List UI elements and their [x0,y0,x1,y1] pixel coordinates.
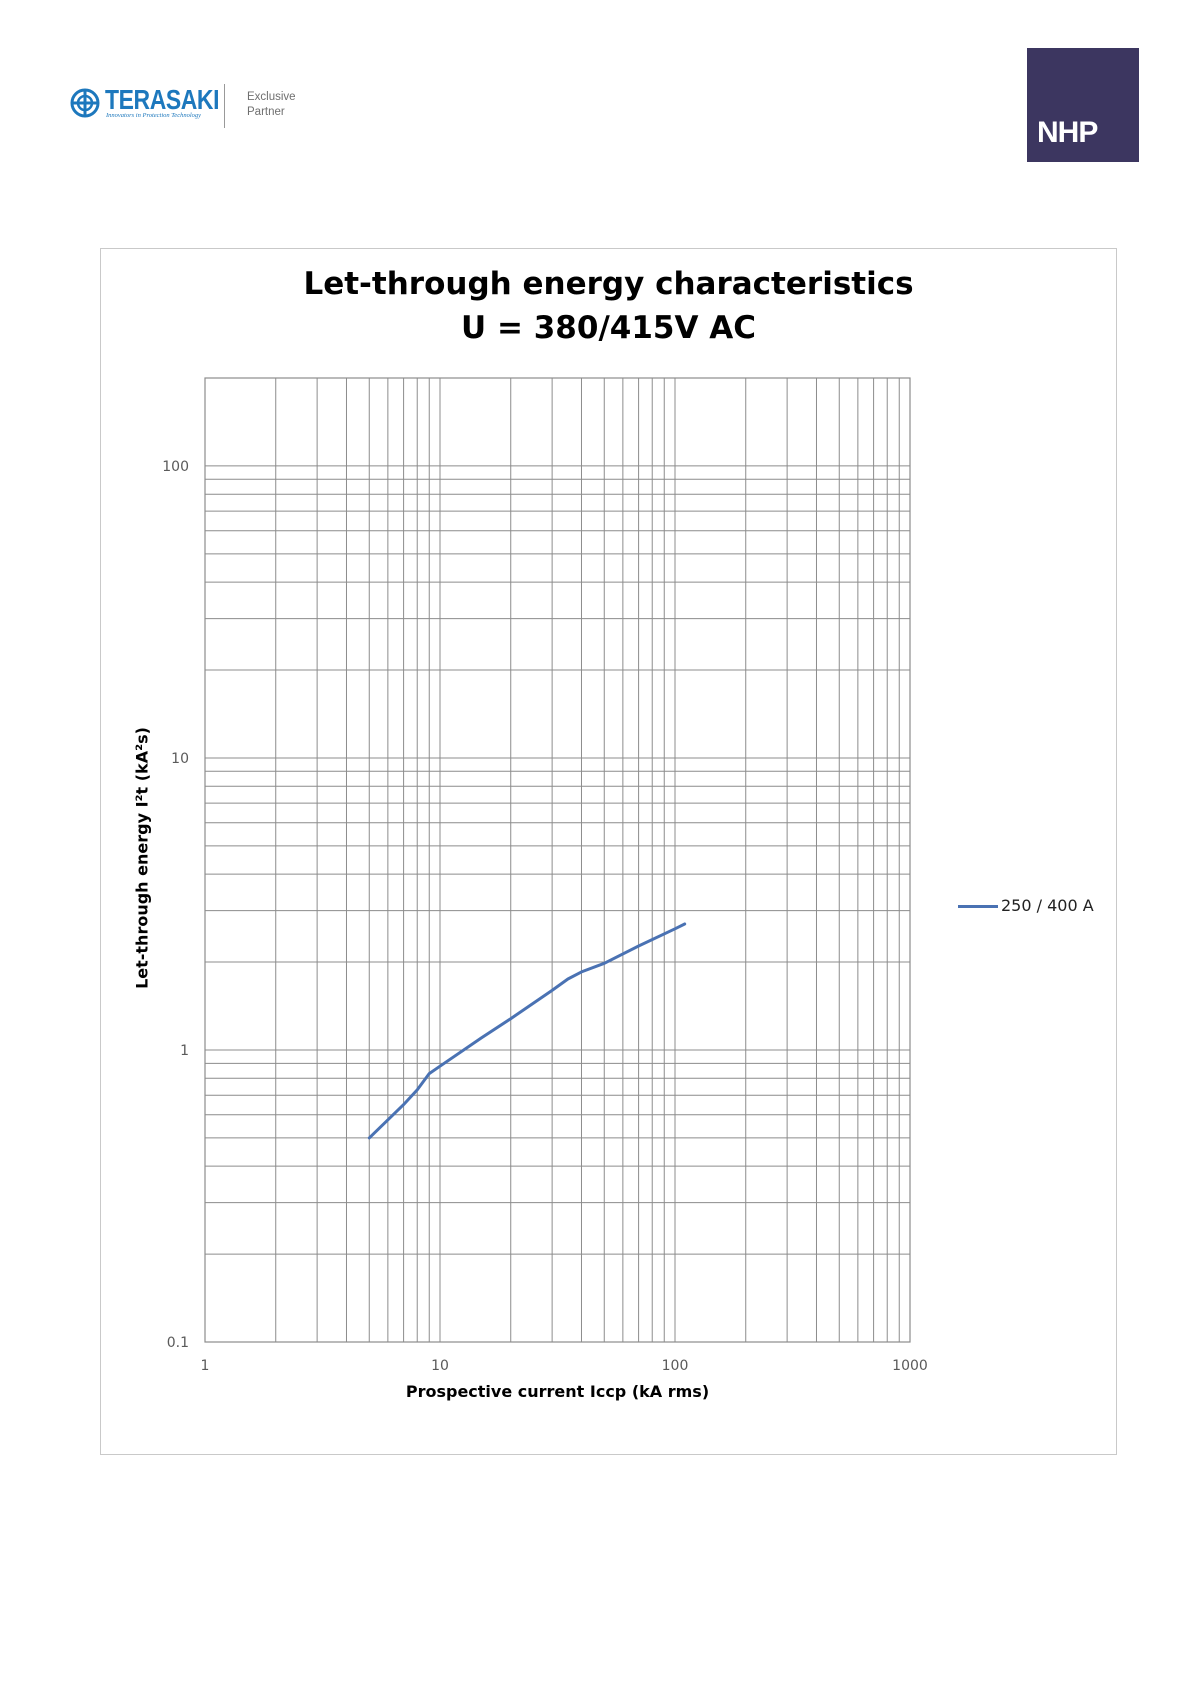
grid-lines [204,377,911,1343]
partner-line-2: Partner [247,106,285,118]
x-tick-label: 1000 [892,1358,928,1374]
legend-swatch [958,905,998,908]
header-divider [224,84,225,128]
y-tick-label: 0.1 [167,1335,189,1351]
terasaki-partner-logo: TERASAKI Innovators in Protection Techno… [70,80,330,130]
x-axis-title: Prospective current Iccp (kA rms) [405,1382,710,1401]
y-tick-label: 10 [171,751,189,767]
chart-frame [100,248,1117,1455]
x-tick-label: 10 [431,1358,449,1374]
partner-line-1: Exclusive [247,91,296,103]
terasaki-emblem-icon [70,88,100,118]
plot-border [204,377,911,1343]
series-layer [367,922,687,1140]
tick-labels: 1 10 100 1000 0.1 1 10 100 [162,459,928,1374]
terasaki-tagline: Innovators in Protection Technology [106,112,202,119]
y-tick-label: 1 [180,1043,189,1059]
x-tick-label: 1 [201,1358,210,1374]
legend-label: 250 / 400 A [1001,896,1094,915]
nhp-logo-text: NHP [1037,116,1098,149]
y-axis-title-wrap: Let-through energy I²t (kA²s) [128,727,156,989]
y-tick-label: 100 [162,459,189,475]
series-line [367,922,687,1140]
chart-legend: 250 / 400 A [958,894,1118,918]
nhp-logo: NHP [1027,48,1139,162]
terasaki-wordmark: TERASAKI [105,84,220,115]
chart-title: Let-through energy characteristics [303,266,914,302]
chart-subtitle: U = 380/415V AC [461,310,756,346]
partner-text: Exclusive Partner [247,90,296,120]
y-axis-title: Let-through energy I²t (kA²s) [132,727,152,989]
x-tick-label: 100 [662,1358,689,1374]
